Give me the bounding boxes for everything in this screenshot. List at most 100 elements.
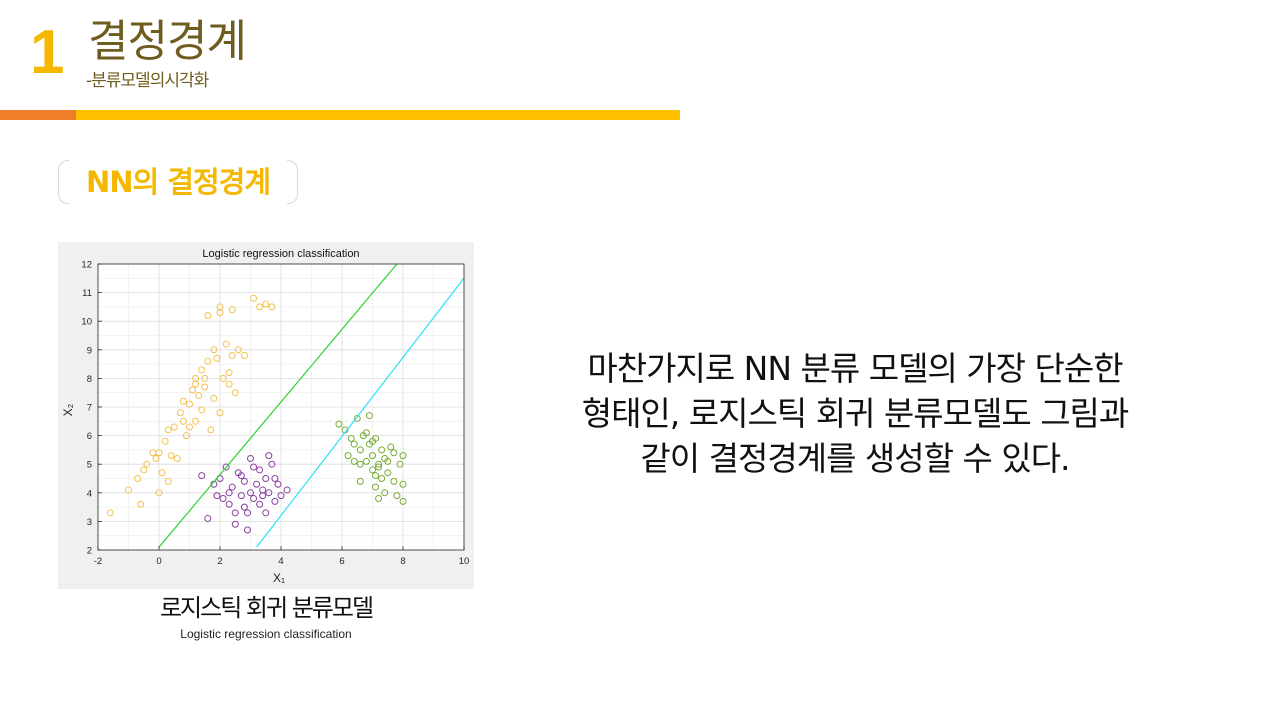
data-point-series-2 <box>347 434 355 442</box>
body-line: 같이 결정경계를 생성할 수 있다. <box>640 439 1070 478</box>
data-point-series-2 <box>356 446 364 454</box>
data-point-series-1 <box>247 489 254 497</box>
data-point-series-0 <box>179 417 187 425</box>
data-point-series-2 <box>384 457 392 465</box>
data-points <box>106 294 407 534</box>
data-point-series-0 <box>198 406 206 414</box>
y-tick-label: 11 <box>82 288 92 299</box>
data-point-series-1 <box>268 460 276 468</box>
data-point-series-2 <box>356 477 364 485</box>
x-tick-label: 8 <box>400 556 405 567</box>
x-tick-label: 2 <box>217 556 222 567</box>
data-point-series-2 <box>369 437 376 445</box>
y-axis-label: X₂ <box>61 403 75 416</box>
data-point-series-1 <box>204 515 212 523</box>
data-point-series-1 <box>256 500 264 508</box>
data-point-series-2 <box>393 492 401 500</box>
data-point-series-0 <box>250 294 258 302</box>
data-point-series-2 <box>372 472 380 480</box>
data-point-series-0 <box>201 374 209 382</box>
data-point-series-0 <box>225 380 233 388</box>
data-point-series-2 <box>399 497 407 505</box>
data-point-series-2 <box>375 463 383 471</box>
y-tick-label: 3 <box>87 517 92 528</box>
section-title: 결정경계 <box>88 16 247 67</box>
data-point-series-1 <box>283 486 291 494</box>
y-tick-label: 9 <box>87 345 92 356</box>
boundary-lines <box>158 263 465 548</box>
data-point-series-2 <box>362 429 370 437</box>
data-point-series-1 <box>271 497 279 505</box>
data-point-series-1 <box>198 472 206 480</box>
data-point-series-2 <box>344 452 352 460</box>
y-tick-label: 12 <box>81 260 92 271</box>
data-point-series-0 <box>106 509 114 517</box>
data-point-series-0 <box>210 394 218 402</box>
data-point-series-0 <box>240 352 248 360</box>
data-point-series-2 <box>390 477 398 485</box>
data-point-series-2 <box>375 460 383 468</box>
data-point-series-0 <box>186 423 193 431</box>
y-tick-label: 8 <box>87 374 92 385</box>
data-point-series-2 <box>390 449 398 457</box>
data-point-series-1 <box>213 492 221 500</box>
data-point-series-0 <box>268 303 276 311</box>
figure-caption: 로지스틱 회귀 분류모델 <box>159 594 374 622</box>
data-point-series-0 <box>228 352 236 360</box>
x-tick-label: 10 <box>459 556 470 567</box>
data-point-series-0 <box>216 409 224 417</box>
scatter-chart: -2 0 2 4 6 8 10 2 3 4 5 6 7 8 9 10 11 12 Logistic regress… <box>61 248 469 585</box>
data-point-series-0 <box>143 460 151 468</box>
data-point-series-1 <box>219 495 227 503</box>
chart-title: Logistic regression classification <box>202 248 359 260</box>
data-point-series-0 <box>173 454 181 462</box>
y-tick-label: 5 <box>87 460 92 471</box>
data-point-series-1 <box>243 509 251 517</box>
body-line: 형태인, 로지스틱 회귀 분류모델도 그림과 <box>581 394 1130 433</box>
data-point-series-2 <box>356 460 364 468</box>
data-point-series-0 <box>213 354 221 362</box>
chart-figure: -2 0 2 4 6 8 10 2 3 4 5 6 7 8 9 10 11 12 Logistic regress… <box>58 242 474 589</box>
data-point-series-0 <box>155 489 163 497</box>
data-point-series-1 <box>237 492 245 500</box>
section-subtitle: -분류모델의시각화 <box>86 71 209 91</box>
data-point-series-2 <box>381 489 389 497</box>
x-axis-label: X₁ <box>273 571 285 585</box>
data-point-series-1 <box>237 472 245 480</box>
header-rule-orange <box>0 110 76 120</box>
data-point-series-2 <box>375 495 383 503</box>
y-tick-label: 7 <box>87 403 92 414</box>
data-point-series-0 <box>161 437 169 445</box>
data-point-series-0 <box>167 452 175 460</box>
figure-caption-english: Logistic regression classification <box>180 627 352 641</box>
data-point-series-0 <box>152 454 160 462</box>
data-point-series-1 <box>225 489 233 497</box>
data-point-series-0 <box>137 500 145 508</box>
decision-boundary-line-0 <box>158 263 398 548</box>
data-point-series-2 <box>369 466 376 474</box>
data-point-series-1 <box>274 480 282 488</box>
data-point-series-2 <box>399 480 407 488</box>
data-point-series-2 <box>378 446 386 454</box>
body-line: 마찬가지로 NN 분류 모델의 가장 단순한 <box>587 349 1123 388</box>
y-tick-label: 2 <box>87 546 92 557</box>
data-point-series-0 <box>155 449 163 457</box>
x-tick-label: 0 <box>156 556 161 567</box>
data-point-series-0 <box>158 469 166 477</box>
data-point-series-1 <box>253 480 261 488</box>
data-point-series-0 <box>219 374 227 382</box>
section-number: 1 <box>30 18 65 87</box>
data-point-series-1 <box>250 495 258 503</box>
data-point-series-2 <box>396 460 404 468</box>
data-point-series-1 <box>222 463 230 471</box>
y-tick-label: 10 <box>81 317 92 328</box>
data-point-series-2 <box>378 475 386 482</box>
data-point-series-1 <box>228 483 236 491</box>
data-point-series-0 <box>201 383 209 391</box>
data-point-series-2 <box>369 452 376 460</box>
x-tick-label: 4 <box>278 556 283 567</box>
data-point-series-1 <box>259 492 267 500</box>
axis-ticks: -2 0 2 4 6 8 10 2 3 4 5 6 7 8 9 10 11 12 <box>81 260 469 568</box>
data-point-series-1 <box>231 509 239 517</box>
data-point-series-0 <box>222 340 230 348</box>
